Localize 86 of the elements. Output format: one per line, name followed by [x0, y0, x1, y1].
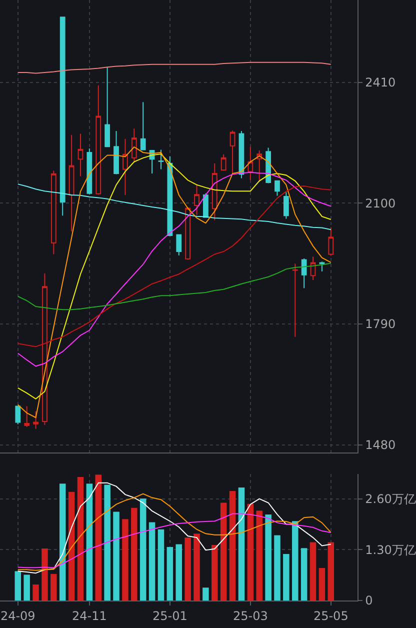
bar — [86, 484, 93, 601]
bar — [148, 522, 156, 601]
bar — [104, 484, 110, 601]
candlestick — [96, 84, 102, 196]
bar — [32, 584, 39, 601]
line-series — [17, 62, 332, 74]
candlestick — [158, 149, 164, 170]
bar — [256, 510, 262, 601]
candlestick — [114, 130, 119, 175]
bar — [274, 535, 280, 601]
x-tick-label: 24-09 — [0, 608, 36, 623]
bar — [202, 588, 209, 601]
line-series — [17, 513, 332, 568]
bar — [300, 548, 308, 601]
line-series — [17, 184, 332, 230]
line-series — [17, 482, 332, 574]
candlestick — [301, 258, 307, 289]
bar — [122, 519, 128, 601]
candlestick — [328, 226, 334, 256]
candlestick — [122, 138, 128, 196]
bar — [24, 574, 30, 601]
bar — [59, 484, 66, 601]
bar — [42, 548, 48, 601]
bar — [113, 512, 120, 601]
candlestick — [185, 206, 190, 260]
y-tick-label: 1480 — [365, 438, 396, 452]
bar — [194, 534, 200, 601]
bar — [131, 508, 138, 601]
candlestick — [194, 184, 200, 216]
candlestick — [78, 133, 84, 177]
candlestick — [131, 128, 137, 162]
bar — [140, 498, 146, 601]
candlestick — [86, 148, 92, 195]
x-tick-label: 24-11 — [72, 608, 107, 623]
candlestick — [140, 102, 146, 151]
bar — [265, 514, 272, 601]
candlestick — [220, 154, 226, 172]
y-tick-label: 2410 — [365, 75, 396, 90]
x-tick-label: 25-05 — [313, 608, 348, 623]
candlestick — [266, 147, 271, 184]
candlestick — [50, 170, 56, 255]
bar — [229, 491, 236, 601]
bar — [166, 546, 174, 601]
bar — [292, 521, 298, 601]
y-tick-label: 1.30万亿 — [365, 542, 416, 557]
candlestick — [212, 162, 218, 221]
candlestick — [292, 263, 298, 338]
line-series — [17, 493, 332, 571]
bar — [318, 568, 326, 601]
candlestick — [274, 180, 280, 196]
candlestick — [33, 410, 38, 430]
y-tick-label: 1790 — [365, 317, 396, 332]
bar — [14, 571, 22, 601]
candlestick — [176, 234, 182, 256]
bar — [176, 544, 182, 601]
candlestick — [24, 406, 30, 428]
bar — [77, 476, 84, 601]
bar — [184, 538, 191, 601]
candlestick — [15, 405, 21, 425]
bar — [68, 492, 75, 601]
bar — [95, 474, 102, 601]
candlestick — [248, 146, 254, 181]
line-series — [17, 172, 332, 367]
bar — [158, 529, 164, 601]
candlestick — [68, 134, 74, 232]
candlestick — [60, 16, 66, 216]
y-tick-label: 0 — [365, 594, 373, 608]
bar — [220, 502, 227, 601]
candlestick — [104, 66, 110, 148]
bar — [310, 542, 316, 601]
bar — [212, 544, 218, 601]
bar — [283, 554, 290, 601]
candlestick — [167, 156, 173, 236]
bar — [50, 574, 57, 601]
bar — [238, 488, 245, 601]
bar — [328, 542, 334, 601]
candlestick — [283, 192, 289, 220]
candlestick — [230, 130, 236, 174]
y-tick-label: 2100 — [365, 196, 396, 210]
x-tick-label: 25-03 — [232, 608, 268, 623]
line-series — [17, 262, 332, 310]
bar — [247, 504, 254, 601]
candlestick — [319, 261, 325, 272]
candlestick — [310, 256, 316, 280]
y-tick-label: 2.60万亿 — [365, 492, 416, 506]
x-tick-label: 25-01 — [152, 608, 188, 623]
